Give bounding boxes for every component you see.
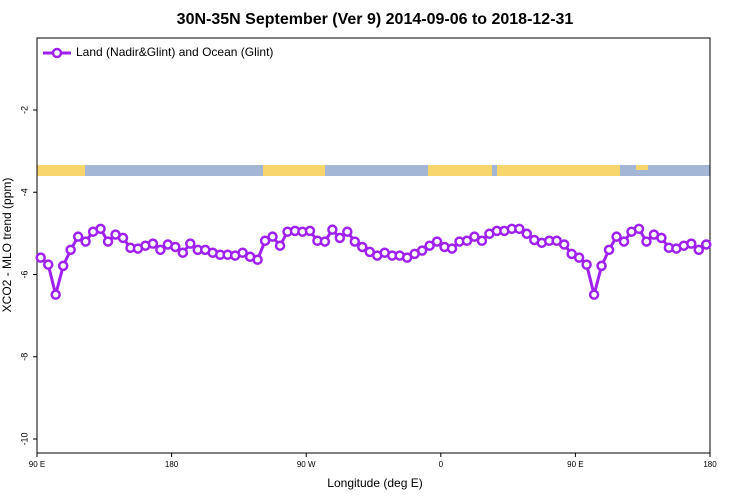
data-point bbox=[155, 244, 166, 256]
data-point bbox=[618, 236, 630, 247]
y-tick-label: -2 bbox=[19, 106, 29, 114]
data-point bbox=[656, 232, 667, 244]
data-point bbox=[35, 252, 46, 263]
data-point bbox=[177, 247, 189, 258]
data-point bbox=[319, 236, 331, 247]
data-point bbox=[57, 260, 69, 272]
data-point bbox=[558, 239, 570, 250]
data-point bbox=[185, 238, 196, 249]
data-point bbox=[147, 238, 159, 249]
y-tick-label: -4 bbox=[19, 188, 29, 196]
data-point bbox=[693, 244, 705, 256]
land-band bbox=[37, 165, 85, 176]
legend-marker bbox=[51, 47, 63, 59]
land-band bbox=[636, 165, 648, 170]
data-point bbox=[72, 231, 84, 242]
land-band bbox=[263, 165, 325, 176]
land-ocean-band bbox=[37, 165, 710, 176]
y-tick-label: -8 bbox=[19, 353, 29, 361]
data-point bbox=[327, 224, 338, 235]
data-point bbox=[424, 240, 435, 251]
legend-label: Land (Nadir&Glint) and Ocean (Glint) bbox=[76, 45, 273, 59]
data-point bbox=[461, 235, 473, 247]
data-point bbox=[431, 236, 443, 247]
data-point bbox=[611, 231, 622, 242]
data-point bbox=[117, 232, 129, 244]
data-point bbox=[349, 236, 361, 247]
data-point bbox=[237, 247, 248, 258]
x-tick-label: 90 E bbox=[29, 460, 45, 469]
data-point bbox=[581, 259, 592, 270]
data-point bbox=[170, 241, 181, 253]
data-point bbox=[274, 240, 286, 251]
data-point bbox=[416, 245, 428, 256]
data-point bbox=[514, 223, 525, 235]
data-point bbox=[357, 241, 368, 253]
data-point bbox=[65, 244, 76, 256]
data-point bbox=[521, 228, 533, 240]
data-point bbox=[573, 252, 585, 263]
data-point bbox=[701, 239, 712, 250]
land-band bbox=[428, 165, 492, 176]
x-tick-label: 180 bbox=[165, 460, 179, 469]
land-band bbox=[497, 165, 620, 176]
data-point bbox=[596, 260, 607, 272]
data-point bbox=[42, 259, 54, 270]
data-point bbox=[102, 236, 114, 247]
data-point bbox=[342, 226, 353, 237]
data-point bbox=[50, 289, 61, 300]
data-point bbox=[80, 236, 91, 247]
y-tick-label: -10 bbox=[19, 433, 29, 446]
data-point bbox=[304, 225, 316, 237]
chart-title: 30N-35N September (Ver 9) 2014-09-06 to … bbox=[177, 11, 574, 28]
series-line bbox=[39, 226, 708, 296]
ocean-band bbox=[37, 165, 710, 176]
data-point bbox=[252, 254, 263, 265]
y-tick-label: -6 bbox=[19, 270, 29, 278]
x-axis-label: Longitude (deg E) bbox=[327, 476, 422, 490]
data-point bbox=[633, 223, 645, 235]
x-tick-label: 90 W bbox=[297, 460, 316, 469]
x-tick-label: 180 bbox=[703, 460, 717, 469]
x-tick-label: 0 bbox=[439, 460, 444, 469]
data-point bbox=[95, 223, 106, 235]
y-axis-label: XCO2 - MLO trend (ppm) bbox=[0, 178, 14, 313]
data-point bbox=[588, 289, 600, 300]
data-point bbox=[259, 235, 271, 247]
data-point bbox=[267, 231, 278, 242]
data-point bbox=[446, 243, 458, 254]
data-point bbox=[641, 236, 652, 247]
data-point bbox=[603, 244, 615, 256]
data-point bbox=[334, 232, 346, 244]
data-point bbox=[476, 235, 488, 247]
data-point bbox=[686, 238, 697, 249]
data-point bbox=[469, 231, 480, 242]
x-tick-label: 90 E bbox=[567, 460, 583, 469]
